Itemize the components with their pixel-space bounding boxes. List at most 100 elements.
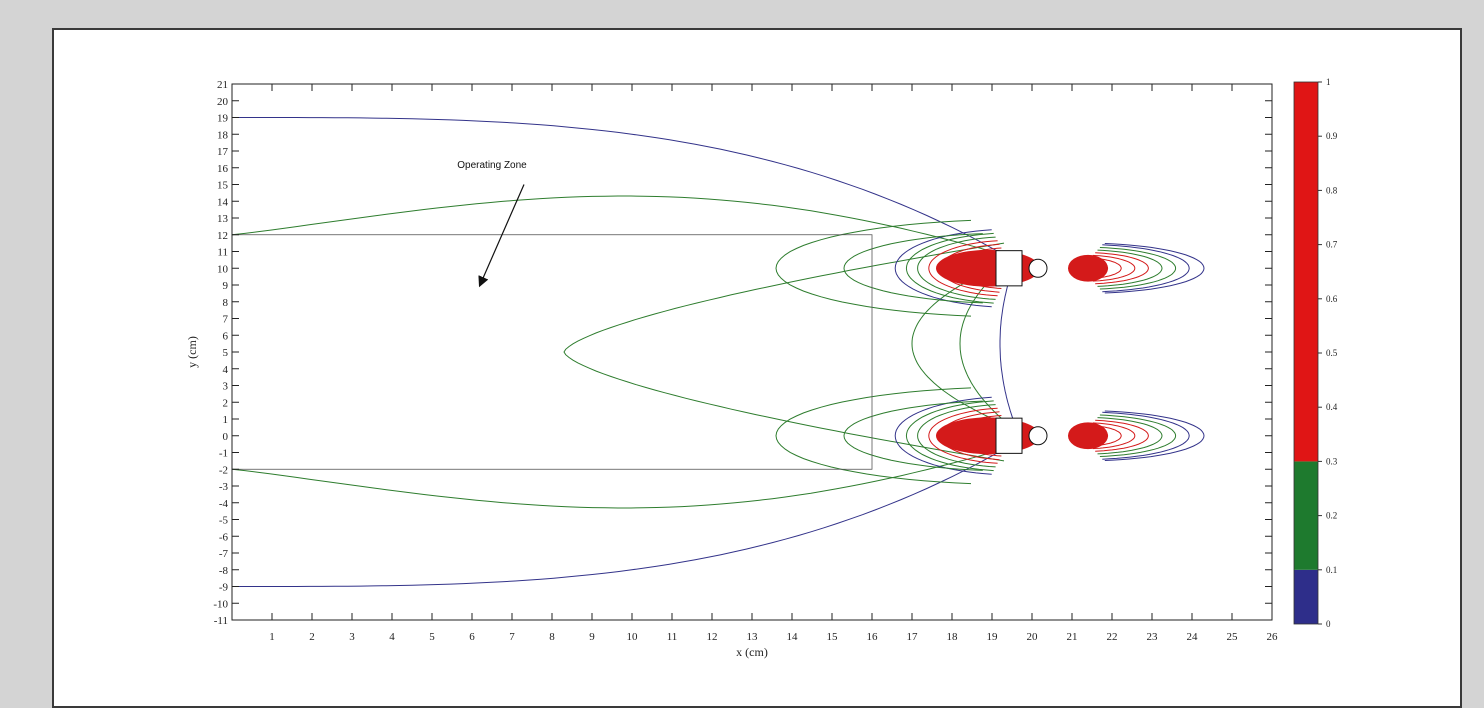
colorbar-label-0.1: 0.1 — [1326, 565, 1337, 575]
contour-outer-bottom — [232, 448, 1005, 587]
y-tick-label-10: 10 — [217, 263, 229, 275]
contour-chart: 1 2 3 4 5 6 7 8 9 10 11 12 13 14 15 16 17 18 19 20 21 22 23 24 2… — [185, 77, 1338, 659]
contour-right-src2-4 — [1095, 252, 1149, 285]
figure-frame: 1 2 3 4 5 6 7 8 9 10 11 12 13 14 15 16 17 18 19 20 21 22 23 24 2… — [52, 28, 1462, 708]
colorbar-label-0.5: 0.5 — [1326, 348, 1338, 358]
colorbar-label-1: 1 — [1326, 77, 1331, 87]
contour-right-src2-2 — [1090, 257, 1122, 279]
y-tick-label--7: -7 — [219, 548, 229, 560]
y-tick-label-9: 9 — [223, 280, 229, 292]
y-tick-label--2: -2 — [219, 464, 228, 476]
colorbar-band-2 — [1294, 82, 1318, 462]
contour-right-src3-2 — [1090, 425, 1122, 447]
y-tick-label-1: 1 — [223, 414, 229, 426]
y-tick-label-7: 7 — [223, 314, 229, 326]
contour-central-loop — [563, 242, 1005, 462]
source-core-3 — [1068, 422, 1108, 450]
contour-right-src2-5 — [1097, 249, 1163, 287]
y-tick-label-18: 18 — [217, 129, 229, 141]
x-tick-label-17: 17 — [907, 631, 919, 643]
colorbar-band-1 — [1294, 461, 1318, 570]
x-tick-label-5: 5 — [429, 631, 435, 643]
y-tick-label--11: -11 — [214, 615, 228, 627]
contour-right-outer-2 — [1104, 243, 1205, 294]
x-tick-label-13: 13 — [747, 631, 759, 643]
y-tick-label--6: -6 — [219, 531, 229, 543]
y-tick-label-0: 0 — [223, 431, 229, 443]
contour-right-src2-6 — [1099, 247, 1177, 290]
x-tick-label-20: 20 — [1027, 631, 1039, 643]
x-tick-label-18: 18 — [947, 631, 959, 643]
x-tick-label-26: 26 — [1267, 631, 1279, 643]
contour-left-outer2-0 — [775, 219, 972, 317]
x-tick-label-15: 15 — [827, 631, 839, 643]
contour-waist-1 — [911, 259, 1013, 428]
contour-left-src1-7 — [917, 404, 996, 468]
x-tick-label-19: 19 — [987, 631, 999, 643]
x-axis-title: x (cm) — [736, 645, 768, 659]
y-tick-label--1: -1 — [219, 448, 228, 460]
source-core-1 — [936, 417, 1040, 455]
contour-mid-bottom — [231, 448, 1005, 509]
y-tick-label-15: 15 — [217, 180, 229, 192]
contour-left-src1-8 — [905, 400, 994, 472]
x-tick-label-12: 12 — [707, 631, 718, 643]
y-tick-label-16: 16 — [217, 163, 229, 175]
contour-right-src3-4 — [1095, 419, 1149, 452]
x-tick-label-9: 9 — [589, 631, 595, 643]
contour-left-src0-9 — [894, 229, 992, 308]
y-tick-label-8: 8 — [223, 297, 229, 309]
y-tick-label-12: 12 — [217, 230, 228, 242]
colorbar-label-0.9: 0.9 — [1326, 131, 1338, 141]
y-tick-label-11: 11 — [217, 247, 228, 259]
probe-circle-0 — [1028, 258, 1048, 278]
colorbar-label-0.6: 0.6 — [1326, 294, 1338, 304]
contour-outer-top — [232, 117, 1005, 256]
contour-mid-top — [231, 195, 1005, 256]
probe-circle-1 — [1028, 426, 1048, 446]
x-tick-label-11: 11 — [667, 631, 678, 643]
contour-left-src1-9 — [894, 396, 992, 475]
y-tick-label-3: 3 — [223, 381, 229, 393]
y-axis-title: y (cm) — [185, 336, 199, 368]
x-tick-label-23: 23 — [1147, 631, 1159, 643]
contour-right-src3-5 — [1097, 417, 1163, 455]
contour-left-outer-1 — [843, 400, 983, 471]
y-tick-label-4: 4 — [223, 364, 229, 376]
colorbar-band-0 — [1294, 569, 1318, 624]
contour-waist-3 — [999, 259, 1017, 428]
y-tick-label-14: 14 — [217, 196, 229, 208]
colorbar-label-0.4: 0.4 — [1326, 402, 1338, 412]
y-tick-label--3: -3 — [219, 481, 229, 493]
contour-right-src2-3 — [1092, 254, 1136, 282]
contour-right-src2-7 — [1102, 244, 1190, 293]
x-tick-label-2: 2 — [309, 631, 315, 643]
colorbar-label-0.8: 0.8 — [1326, 185, 1338, 195]
y-tick-label--9: -9 — [219, 582, 229, 594]
y-tick-label-19: 19 — [217, 113, 229, 125]
y-tick-label-5: 5 — [223, 347, 229, 359]
y-tick-label--4: -4 — [219, 498, 229, 510]
x-tick-label-1: 1 — [269, 631, 275, 643]
y-tick-label-21: 21 — [217, 79, 228, 91]
contour-right-src3-3 — [1092, 422, 1136, 450]
colorbar-label-0: 0 — [1326, 619, 1331, 629]
contour-left-outer2-1 — [775, 387, 972, 485]
y-tick-label--10: -10 — [213, 598, 228, 610]
x-tick-label-8: 8 — [549, 631, 555, 643]
colorbar-label-0.3: 0.3 — [1326, 456, 1338, 466]
x-tick-label-24: 24 — [1187, 631, 1199, 643]
x-tick-label-6: 6 — [469, 631, 475, 643]
contour-right-src3-6 — [1099, 414, 1177, 457]
y-tick-label--8: -8 — [219, 565, 229, 577]
x-tick-label-7: 7 — [509, 631, 515, 643]
electrode-block-0 — [995, 250, 1023, 287]
x-tick-label-25: 25 — [1227, 631, 1239, 643]
contour-right-src3-7 — [1102, 411, 1190, 460]
contour-left-src1-6 — [928, 407, 998, 464]
annotation-arrow — [478, 184, 525, 288]
contour-waist-2 — [959, 259, 1013, 428]
source-core-2 — [1068, 254, 1108, 282]
colorbar-label-0.2: 0.2 — [1326, 511, 1337, 521]
x-tick-label-4: 4 — [389, 631, 395, 643]
